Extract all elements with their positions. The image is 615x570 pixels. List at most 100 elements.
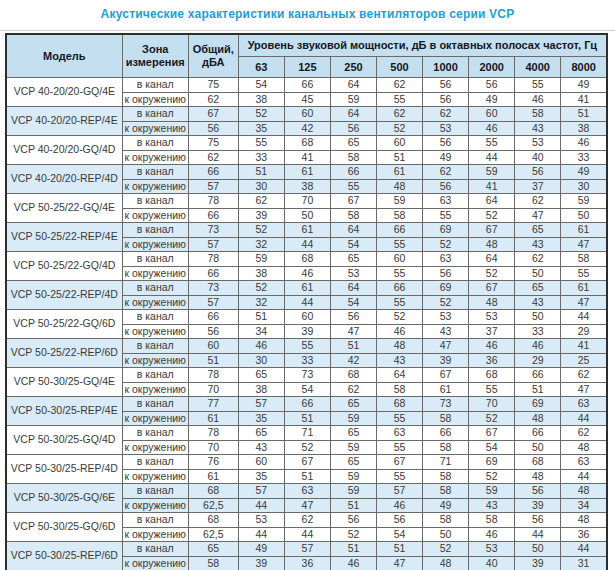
band-value-cell: 59 [469, 484, 515, 499]
freq-header-125: 125 [284, 57, 330, 78]
table-row-in-duct: VCP 40-20/20-GQ/4Eв канал755466646256565… [6, 78, 607, 93]
band-value-cell: 36 [469, 353, 515, 368]
band-value-cell: 55 [238, 136, 284, 151]
band-value-cell: 66 [377, 223, 423, 238]
band-value-cell: 64 [469, 194, 515, 209]
band-value-cell: 58 [515, 107, 561, 122]
band-value-cell: 62 [330, 382, 376, 397]
table-row-in-duct: VCP 40-20/20-GQ/4Dв канал755568656056555… [6, 136, 607, 151]
model-name-cell: VCP 40-20/20-REP/4E [6, 107, 122, 136]
total-dba-cell: 76 [188, 455, 238, 470]
band-value-cell: 55 [284, 339, 330, 354]
band-value-cell: 63 [423, 252, 469, 267]
band-value-cell: 56 [515, 484, 561, 499]
band-value-cell: 51 [284, 411, 330, 426]
band-value-cell: 43 [377, 353, 423, 368]
band-value-cell: 39 [238, 208, 284, 223]
band-value-cell: 47 [561, 295, 607, 310]
band-value-cell: 29 [515, 353, 561, 368]
band-value-cell: 51 [330, 542, 376, 557]
band-value-cell: 51 [561, 107, 607, 122]
band-value-cell: 62 [238, 194, 284, 209]
band-value-cell: 51 [377, 542, 423, 557]
band-value-cell: 54 [469, 440, 515, 455]
band-value-cell: 67 [469, 426, 515, 441]
band-value-cell: 52 [377, 121, 423, 136]
band-value-cell: 47 [515, 208, 561, 223]
table-row-in-duct: VCP 50-30/25-REP/4Eв канал77576665687370… [6, 397, 607, 412]
band-value-cell: 44 [515, 527, 561, 542]
band-value-cell: 52 [377, 310, 423, 325]
band-value-cell: 51 [238, 165, 284, 180]
band-value-cell: 60 [284, 310, 330, 325]
table-row-in-duct: VCP 50-30/25-GQ/6Eв канал685763595758595… [6, 484, 607, 499]
band-value-cell: 25 [561, 353, 607, 368]
band-value-cell: 58 [423, 513, 469, 528]
band-value-cell: 59 [330, 484, 376, 499]
band-value-cell: 38 [238, 382, 284, 397]
band-value-cell: 35 [238, 121, 284, 136]
band-value-cell: 32 [238, 237, 284, 252]
band-value-cell: 46 [515, 92, 561, 107]
band-value-cell: 44 [284, 295, 330, 310]
zone-cell: к окружению [122, 527, 188, 542]
band-value-cell: 52 [284, 440, 330, 455]
band-value-cell: 51 [238, 310, 284, 325]
band-value-cell: 65 [330, 136, 376, 151]
band-value-cell: 46 [284, 266, 330, 281]
band-value-cell: 61 [377, 165, 423, 180]
band-value-cell: 48 [515, 411, 561, 426]
band-value-cell: 44 [284, 527, 330, 542]
band-value-cell: 66 [515, 426, 561, 441]
band-value-cell: 70 [284, 194, 330, 209]
band-value-cell: 59 [469, 165, 515, 180]
table-row-in-duct: VCP 50-30/25-REP/4Dв канал76606765677169… [6, 455, 607, 470]
band-value-cell: 43 [515, 295, 561, 310]
zone-cell: в канал [122, 368, 188, 383]
band-value-cell: 61 [561, 223, 607, 238]
total-dba-cell: 70 [188, 440, 238, 455]
band-value-cell: 39 [515, 498, 561, 513]
band-value-cell: 56 [377, 513, 423, 528]
band-value-cell: 54 [238, 78, 284, 93]
band-value-cell: 46 [469, 121, 515, 136]
band-value-cell: 67 [284, 455, 330, 470]
band-value-cell: 59 [377, 194, 423, 209]
band-value-cell: 68 [469, 368, 515, 383]
zone-cell: в канал [122, 310, 188, 325]
band-value-cell: 68 [284, 252, 330, 267]
total-dba-cell: 78 [188, 252, 238, 267]
band-value-cell: 53 [423, 121, 469, 136]
zone-cell: к окружению [122, 382, 188, 397]
band-value-cell: 64 [330, 107, 376, 122]
band-value-cell: 50 [515, 310, 561, 325]
zone-cell: к окружению [122, 266, 188, 281]
freq-header-500: 500 [377, 57, 423, 78]
band-value-cell: 58 [423, 440, 469, 455]
model-name-cell: VCP 50-25/22-GQ/6D [6, 310, 122, 339]
band-value-cell: 55 [377, 440, 423, 455]
band-value-cell: 55 [561, 266, 607, 281]
band-value-cell: 51 [515, 382, 561, 397]
band-value-cell: 52 [238, 281, 284, 296]
table-row-in-duct: VCP 50-25/22-GQ/4Dв канал785968656063646… [6, 252, 607, 267]
band-value-cell: 68 [284, 136, 330, 151]
band-value-cell: 68 [515, 455, 561, 470]
band-value-cell: 49 [469, 92, 515, 107]
total-dba-cell: 65 [188, 542, 238, 557]
band-value-cell: 56 [515, 513, 561, 528]
freq-header-4000: 4000 [515, 57, 561, 78]
band-value-cell: 42 [284, 121, 330, 136]
band-value-cell: 36 [284, 556, 330, 570]
band-value-cell: 52 [238, 223, 284, 238]
band-value-cell: 62 [284, 513, 330, 528]
band-value-cell: 66 [423, 426, 469, 441]
model-name-cell: VCP 50-30/25-GQ/6E [6, 484, 122, 513]
band-value-cell: 48 [469, 237, 515, 252]
table-row-in-duct: VCP 50-25/22-REP/4Eв канал73526164666967… [6, 223, 607, 238]
zone-cell: в канал [122, 339, 188, 354]
zone-cell: к окружению [122, 295, 188, 310]
band-value-cell: 42 [330, 353, 376, 368]
band-value-cell: 43 [469, 498, 515, 513]
band-value-cell: 66 [515, 368, 561, 383]
